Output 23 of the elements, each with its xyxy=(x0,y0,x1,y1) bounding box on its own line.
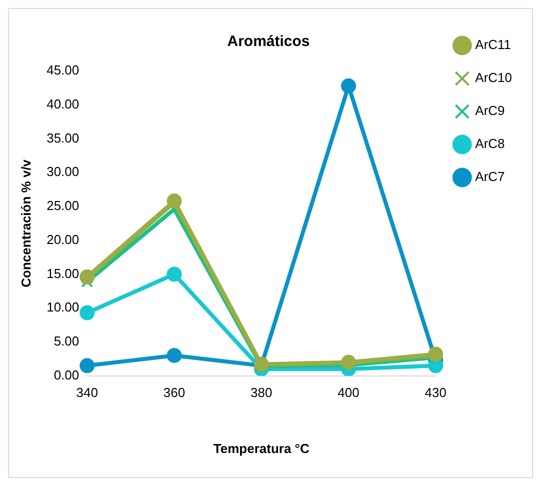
y-tick-label: 0.00 xyxy=(54,367,80,382)
x-tick-label: 400 xyxy=(338,385,360,400)
x-axis-title: Temperatura °C xyxy=(213,440,310,456)
legend-label: ArC7 xyxy=(475,169,505,184)
x-tick-label: 430 xyxy=(424,385,447,400)
y-tick-label: 25.00 xyxy=(46,198,80,214)
legend-label: ArC10 xyxy=(475,70,512,86)
y-tick-label: 40.00 xyxy=(46,96,80,112)
x-tick-label: 380 xyxy=(250,385,272,400)
y-axis-title: Concentración % v/v xyxy=(18,158,34,288)
legend-label: ArC8 xyxy=(475,136,505,152)
y-tick-label: 15.00 xyxy=(46,266,80,281)
y-tick-label: 20.00 xyxy=(46,232,80,247)
legend-label: ArC9 xyxy=(475,103,505,118)
x-tick-label: 340 xyxy=(76,385,98,400)
chart-title: Aromáticos xyxy=(227,33,310,50)
y-tick-label: 5.00 xyxy=(54,334,80,349)
y-tick-label: 35.00 xyxy=(46,130,80,146)
y-tick-label: 45.00 xyxy=(46,62,80,78)
y-tick-label: 10.00 xyxy=(46,300,80,315)
legend-label: ArC11 xyxy=(475,37,512,52)
y-tick-label: 30.00 xyxy=(46,164,80,180)
x-tick-label: 360 xyxy=(163,385,186,400)
